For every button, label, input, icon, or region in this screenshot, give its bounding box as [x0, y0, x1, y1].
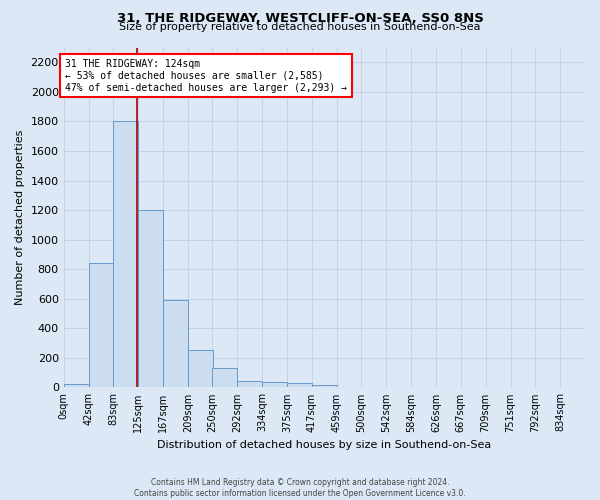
Y-axis label: Number of detached properties: Number of detached properties [15, 130, 25, 305]
Bar [312, 385, 337, 388]
Bar [138, 210, 163, 388]
Text: 31, THE RIDGEWAY, WESTCLIFF-ON-SEA, SS0 8NS: 31, THE RIDGEWAY, WESTCLIFF-ON-SEA, SS0 … [116, 12, 484, 26]
X-axis label: Distribution of detached houses by size in Southend-on-Sea: Distribution of detached houses by size … [157, 440, 491, 450]
Bar [238, 381, 262, 388]
Text: Contains HM Land Registry data © Crown copyright and database right 2024.
Contai: Contains HM Land Registry data © Crown c… [134, 478, 466, 498]
Bar [163, 300, 188, 388]
Bar [212, 368, 238, 388]
Bar [287, 383, 312, 388]
Text: 31 THE RIDGEWAY: 124sqm
← 53% of detached houses are smaller (2,585)
47% of semi: 31 THE RIDGEWAY: 124sqm ← 53% of detache… [65, 60, 347, 92]
Bar [64, 384, 89, 388]
Bar [188, 350, 213, 388]
Bar [262, 382, 287, 388]
Text: Size of property relative to detached houses in Southend-on-Sea: Size of property relative to detached ho… [119, 22, 481, 32]
Bar [89, 262, 113, 388]
Bar [113, 122, 138, 388]
